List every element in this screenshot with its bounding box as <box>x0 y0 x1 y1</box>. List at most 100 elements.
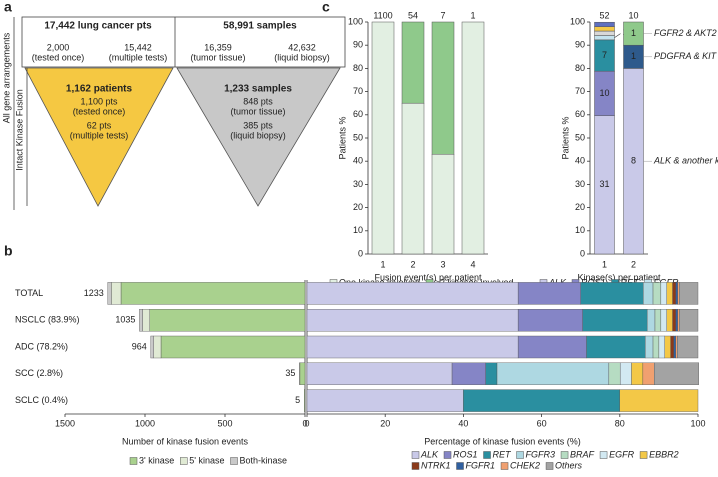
bar-segment <box>304 389 306 412</box>
triangle-samples <box>176 67 341 207</box>
bar-segment <box>111 282 122 305</box>
note: (tumor tissue) <box>190 52 245 62</box>
count: 2,000 <box>47 42 70 52</box>
bar-segment <box>306 389 464 412</box>
total-label: 35 <box>285 368 295 378</box>
y-tick-label: 20 <box>353 202 363 212</box>
count-label: 10 <box>599 88 609 98</box>
bar-segment <box>306 309 519 332</box>
bar-segment <box>401 21 425 104</box>
bar-segment <box>679 282 699 305</box>
bar-segment <box>679 309 699 332</box>
legend-label: 5' kinase <box>189 455 224 465</box>
bar-segment <box>451 362 486 385</box>
bar-segment <box>666 309 673 332</box>
bar-segment <box>306 282 519 305</box>
count: 385 pts <box>243 120 273 130</box>
bar-segment <box>594 35 615 41</box>
bar-segment <box>646 309 656 332</box>
y-tick-label: 80 <box>353 63 363 73</box>
x-tick-label: 60 <box>537 418 547 428</box>
legend-label: 3' kinase <box>139 455 174 465</box>
count: 62 pts <box>87 120 112 130</box>
bar-segment <box>658 335 665 359</box>
category-label: ADC (78.2%) <box>15 341 68 351</box>
note: (tested once) <box>32 52 85 62</box>
bar-segment <box>153 335 162 359</box>
leader-line <box>614 33 621 38</box>
bar-segment <box>677 335 699 359</box>
x-tick-label: 3 <box>440 259 445 269</box>
bar-segment <box>463 389 620 412</box>
bar-segment <box>666 282 673 305</box>
bar-segment <box>306 335 519 359</box>
bar-segment <box>594 26 615 32</box>
y-tick-label: 60 <box>353 109 363 119</box>
y-tick-label: 50 <box>575 132 585 142</box>
bar-segment <box>142 309 151 332</box>
legend-swatch <box>516 451 524 459</box>
note: (tumor tissue) <box>230 106 285 116</box>
x-tick-label: 40 <box>458 418 468 428</box>
category-label: TOTAL <box>15 288 43 298</box>
x-tick-label: 1500 <box>55 418 75 428</box>
bar-segment <box>496 362 610 385</box>
bar-segment <box>654 362 699 385</box>
x-axis-label: Number of kinase fusion events <box>122 436 249 446</box>
bar-segment <box>660 309 667 332</box>
y-axis-label: Patients % <box>337 116 347 159</box>
count: 42,632 <box>288 42 316 52</box>
note: (multiple tests) <box>70 130 129 140</box>
total-label: 1035 <box>115 315 135 325</box>
count: 16,359 <box>204 42 232 52</box>
x-axis-label: Fusion event(s) per patient <box>374 272 482 282</box>
x-tick-label: 1000 <box>135 418 155 428</box>
bar-segment <box>586 335 646 359</box>
bar-segment <box>675 282 678 305</box>
count: 15,442 <box>124 42 152 52</box>
annotation: ALK & another kinase <box>653 156 718 166</box>
legend-swatch <box>180 457 188 465</box>
legend-swatch <box>639 451 648 459</box>
bar-segment <box>594 30 615 36</box>
panel-letter: a <box>4 0 12 15</box>
side-label: Intact Kinase Fusion <box>14 89 24 171</box>
note: (multiple tests) <box>109 52 168 62</box>
x-axis-label: Percentage of kinase fusion events (%) <box>424 436 581 446</box>
legend-label: BRAF <box>570 449 595 459</box>
y-axis-label: Patients % <box>560 116 570 159</box>
x-tick-label: 20 <box>380 418 390 428</box>
total-label: 964 <box>132 341 147 351</box>
bar-segment <box>431 21 455 155</box>
legend-label: RET <box>493 449 513 459</box>
total-label: 10 <box>628 10 638 20</box>
bar-segment <box>645 335 654 359</box>
y-tick-label: 10 <box>353 225 363 235</box>
category-label: SCC (2.8%) <box>15 368 63 378</box>
bar-segment <box>582 309 648 332</box>
bar-segment <box>150 335 154 359</box>
y-tick-label: 80 <box>575 63 585 73</box>
header: 58,991 samples <box>223 21 297 32</box>
annotation: PDGFRA & KIT <box>654 51 718 61</box>
y-tick-label: 70 <box>575 86 585 96</box>
y-tick-label: 30 <box>575 179 585 189</box>
y-tick-label: 100 <box>348 16 363 26</box>
header-box <box>21 16 346 68</box>
legend-label: NTRK1 <box>421 460 451 470</box>
legend-label: ALK <box>420 449 439 459</box>
total-label: 5 <box>295 395 300 405</box>
y-tick-label: 90 <box>575 40 585 50</box>
y-tick-label: 40 <box>353 156 363 166</box>
bar-segment <box>517 335 587 359</box>
category-label: NSCLC (83.9%) <box>15 315 80 325</box>
bar-segment <box>517 282 581 305</box>
bar-segment <box>631 362 644 385</box>
count: 1,100 pts <box>80 96 118 106</box>
x-tick-label: 2 <box>631 259 636 269</box>
y-tick-label: 0 <box>358 248 363 258</box>
x-tick-label: 100 <box>690 418 705 428</box>
bar-segment <box>675 309 678 332</box>
legend-swatch <box>560 451 569 459</box>
